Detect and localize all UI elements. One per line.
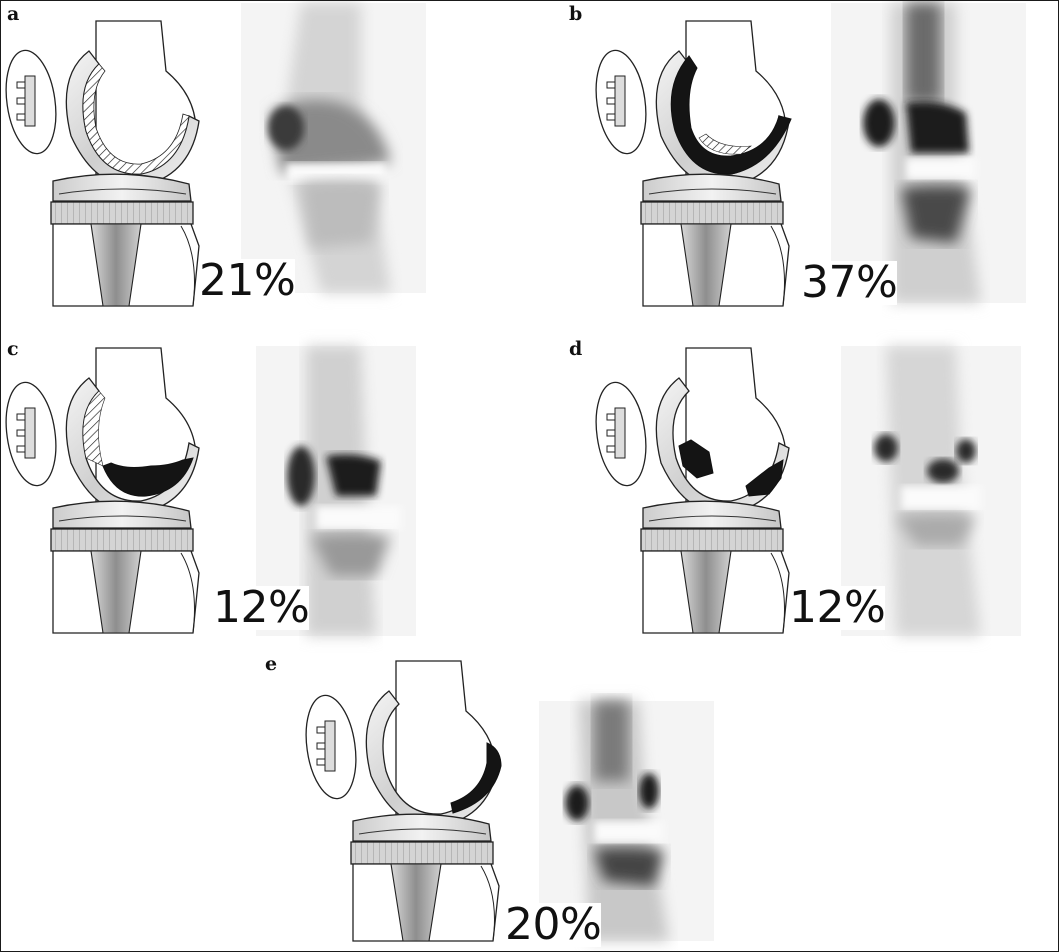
panel-b: b 37% bbox=[569, 1, 1058, 321]
interface-zone bbox=[698, 133, 752, 155]
knee-prosthesis-drawing bbox=[5, 347, 200, 634]
percentage-label: 21% bbox=[199, 255, 296, 306]
uptake-zone bbox=[102, 457, 194, 497]
panel-d: d 12% bbox=[569, 336, 1058, 646]
panel-e: e 20% bbox=[265, 651, 731, 951]
panel-label: b bbox=[569, 3, 583, 25]
percentage-label: 20% bbox=[505, 899, 602, 950]
percentage-label: 12% bbox=[213, 582, 310, 633]
panel-c: c 12% bbox=[1, 336, 521, 646]
percentage-label: 37% bbox=[801, 257, 898, 308]
knee-prosthesis-drawing bbox=[595, 20, 792, 307]
uptake-zone bbox=[450, 742, 502, 814]
panel-label: d bbox=[569, 338, 583, 360]
interface-zone bbox=[82, 63, 190, 175]
panel-a: a bbox=[1, 1, 521, 321]
scintigraphy-image bbox=[831, 3, 1026, 303]
panel-label: a bbox=[7, 3, 20, 25]
panel-label: c bbox=[7, 338, 19, 360]
scintigraphy-image bbox=[241, 3, 426, 293]
knee-prosthesis-drawing bbox=[305, 660, 502, 942]
scintigraphy-image bbox=[539, 701, 714, 941]
percentage-label: 12% bbox=[789, 582, 886, 633]
scintigraphy-image bbox=[256, 346, 416, 636]
knee-prosthesis-drawing bbox=[595, 347, 790, 634]
uptake-zone-posterior bbox=[745, 459, 784, 497]
uptake-zone-anterior bbox=[678, 439, 714, 479]
panel-label: e bbox=[265, 653, 278, 675]
uptake-zone bbox=[670, 55, 792, 175]
knee-prosthesis-drawing bbox=[5, 20, 200, 307]
